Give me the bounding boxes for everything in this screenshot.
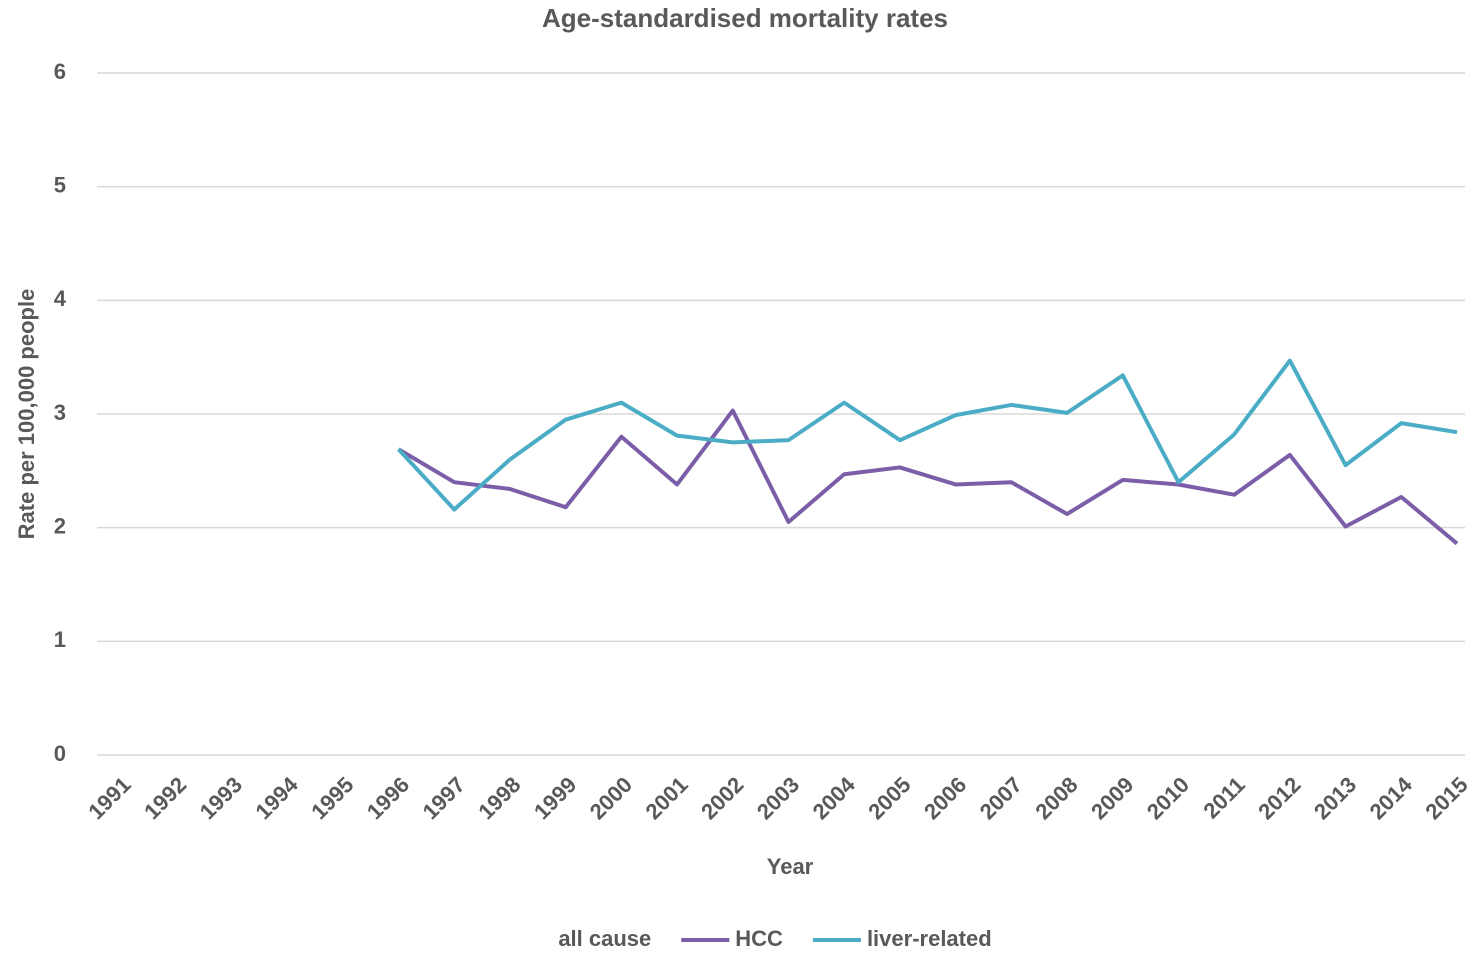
y-tick-label: 5 bbox=[54, 172, 66, 197]
y-tick-label: 2 bbox=[54, 513, 66, 538]
data-line bbox=[397, 358, 1458, 512]
x-tick-label: 2014 bbox=[1365, 771, 1418, 824]
x-axis-title: Year bbox=[767, 854, 814, 879]
x-tick-label: 2007 bbox=[975, 772, 1027, 824]
x-tick-label: 2001 bbox=[640, 772, 692, 824]
x-tick-label: 1996 bbox=[362, 772, 414, 824]
legend-label: HCC bbox=[735, 926, 783, 951]
x-tick-label: 2003 bbox=[752, 772, 804, 824]
x-tick-label: 1994 bbox=[250, 771, 303, 824]
x-tick-label: 2013 bbox=[1309, 772, 1361, 824]
x-tick-label: 2004 bbox=[808, 771, 861, 824]
y-tick-label: 6 bbox=[54, 59, 66, 84]
y-tick-label: 4 bbox=[54, 286, 67, 311]
x-tick-label: 1997 bbox=[418, 772, 470, 824]
y-tick-label: 3 bbox=[54, 400, 66, 425]
x-tick-label: 1992 bbox=[139, 772, 191, 824]
x-tick-label: 1998 bbox=[473, 772, 525, 824]
x-tick-label: 1999 bbox=[529, 772, 581, 824]
x-tick-label: 2015 bbox=[1420, 772, 1471, 824]
x-tick-label: 2000 bbox=[585, 772, 637, 824]
x-tick-label: 2006 bbox=[919, 772, 971, 824]
x-tick-label: 2002 bbox=[696, 772, 748, 824]
y-tick-label: 0 bbox=[54, 741, 66, 766]
x-tick-label: 1991 bbox=[83, 772, 135, 824]
legend-label: liver-related bbox=[867, 926, 992, 951]
x-tick-label: 2005 bbox=[863, 772, 915, 824]
data-line bbox=[397, 408, 1459, 546]
x-tick-label: 1993 bbox=[195, 772, 247, 824]
x-tick-label: 2012 bbox=[1253, 772, 1305, 824]
x-tick-label: 2009 bbox=[1086, 772, 1138, 824]
chart-title: Age-standardised mortality rates bbox=[542, 3, 948, 33]
x-tick-label: 2008 bbox=[1030, 772, 1082, 824]
x-tick-label: 2010 bbox=[1142, 772, 1194, 824]
x-tick-label: 2011 bbox=[1198, 772, 1249, 823]
x-tick-label: 1995 bbox=[306, 772, 358, 824]
y-axis-title: Rate per 100,000 people bbox=[14, 289, 39, 540]
legend-label: all cause bbox=[558, 926, 651, 951]
y-tick-label: 1 bbox=[54, 627, 66, 652]
